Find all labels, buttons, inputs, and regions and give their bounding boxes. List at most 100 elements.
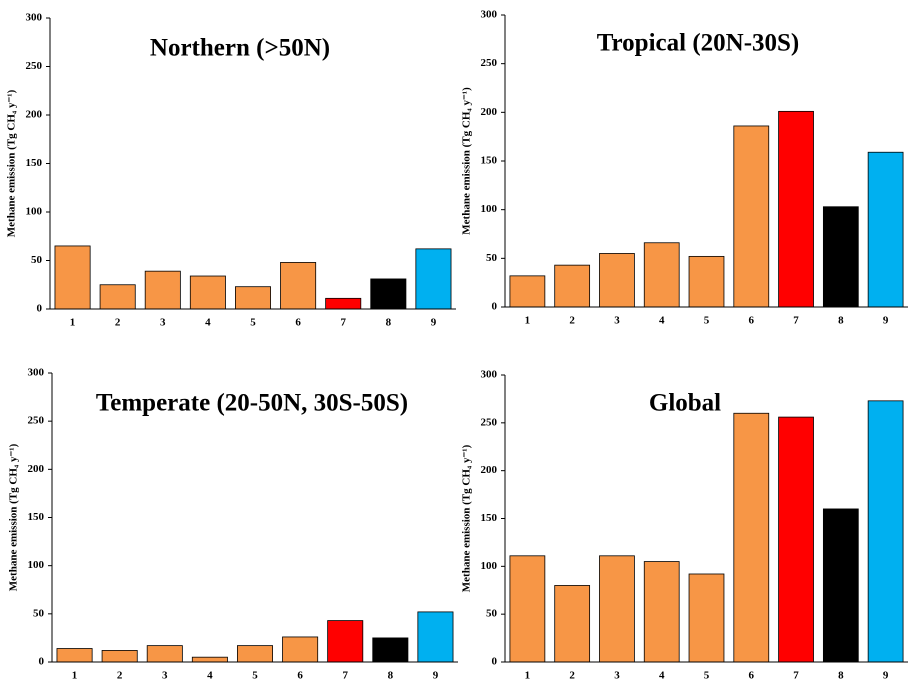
y-tick-label: 300 [481, 9, 498, 21]
bar [372, 637, 409, 663]
x-tick-label: 5 [250, 317, 256, 329]
y-tick-label: 200 [26, 109, 43, 121]
bar [599, 555, 635, 663]
y-tick-label: 200 [481, 106, 498, 118]
x-tick-label: 7 [793, 670, 799, 682]
bar [599, 253, 635, 308]
x-tick-label: 1 [72, 670, 78, 682]
y-tick-label: 250 [481, 57, 498, 69]
y-axis-label: Methane emission (Tg CH₄ y⁻¹) [8, 443, 20, 591]
bar [56, 648, 93, 663]
x-tick-label: 4 [659, 315, 665, 327]
x-tick-label: 6 [295, 317, 301, 329]
x-tick-label: 4 [659, 670, 665, 682]
bar [235, 286, 271, 310]
x-tick-label: 7 [342, 670, 348, 682]
x-tick-label: 2 [115, 317, 121, 329]
y-tick-label: 300 [26, 12, 43, 24]
y-tick-label: 100 [26, 206, 43, 218]
bar [509, 555, 546, 663]
y-tick-label: 0 [37, 303, 43, 315]
bar [189, 275, 226, 310]
bar [733, 412, 770, 663]
bar [778, 416, 814, 663]
x-tick-label: 1 [525, 670, 531, 682]
x-tick-label: 3 [162, 670, 168, 682]
bar [688, 255, 725, 308]
y-tick-label: 100 [481, 560, 498, 572]
y-tick-label: 50 [33, 607, 45, 619]
chart-title: Temperate (20-50N, 30S-50S) [96, 390, 408, 417]
bar [822, 508, 859, 663]
x-tick-label: 4 [205, 317, 211, 329]
bar [643, 242, 680, 308]
bar [280, 262, 317, 310]
y-tick-label: 300 [28, 367, 45, 379]
y-tick-label: 200 [28, 463, 45, 475]
bar [325, 297, 362, 310]
x-tick-label: 3 [160, 317, 166, 329]
y-tick-label: 50 [31, 254, 43, 266]
bar [554, 585, 591, 663]
x-tick-label: 1 [525, 315, 531, 327]
y-tick-label: 50 [486, 608, 498, 620]
bar [509, 275, 546, 308]
y-tick-label: 0 [492, 656, 498, 668]
bar [327, 620, 364, 663]
bar [554, 264, 591, 308]
y-tick-label: 0 [492, 301, 498, 313]
bar [778, 110, 814, 308]
y-tick-label: 200 [481, 464, 498, 476]
x-tick-label: 8 [838, 670, 844, 682]
y-tick-label: 0 [39, 656, 45, 668]
y-tick-label: 150 [28, 511, 45, 523]
x-tick-label: 7 [340, 317, 346, 329]
bar [191, 656, 228, 663]
x-tick-label: 8 [838, 315, 844, 327]
y-tick-label: 150 [481, 155, 498, 167]
y-axis-label: Methane emission (Tg CH₄ y⁻¹) [461, 87, 473, 235]
x-tick-label: 9 [883, 315, 889, 327]
x-tick-label: 4 [207, 670, 213, 682]
y-tick-label: 50 [486, 252, 498, 264]
x-tick-label: 9 [433, 670, 439, 682]
x-tick-label: 3 [614, 315, 620, 327]
x-tick-label: 2 [569, 315, 575, 327]
bar [282, 636, 319, 663]
chart-title: Global [649, 390, 721, 417]
bar [688, 573, 725, 663]
bar [146, 645, 183, 663]
chart-title: Northern (>50N) [150, 35, 330, 62]
x-tick-label: 3 [614, 670, 620, 682]
bar [415, 248, 452, 310]
bar [370, 278, 407, 310]
x-tick-label: 7 [793, 315, 799, 327]
y-tick-label: 250 [26, 60, 43, 72]
bar [101, 650, 138, 663]
x-tick-label: 2 [569, 670, 575, 682]
x-tick-label: 1 [70, 317, 76, 329]
bar [643, 561, 680, 663]
bar [54, 245, 91, 310]
y-tick-label: 300 [481, 369, 498, 381]
x-tick-label: 9 [883, 670, 889, 682]
x-tick-label: 5 [704, 315, 710, 327]
bar [417, 611, 454, 663]
x-tick-label: 9 [431, 317, 437, 329]
y-axis-label: Methane emission (Tg CH₄ y⁻¹) [6, 89, 18, 237]
y-tick-label: 150 [481, 512, 498, 524]
x-tick-label: 8 [386, 317, 392, 329]
bar [867, 400, 904, 663]
x-tick-label: 8 [388, 670, 394, 682]
bar [867, 151, 904, 308]
x-tick-label: 6 [749, 315, 755, 327]
bar [733, 125, 770, 308]
bar [237, 645, 273, 663]
x-tick-label: 6 [297, 670, 303, 682]
bar [99, 284, 136, 310]
y-tick-label: 150 [26, 157, 43, 169]
x-tick-label: 5 [252, 670, 258, 682]
y-axis-label: Methane emission (Tg CH₄ y⁻¹) [461, 444, 473, 592]
x-tick-label: 5 [704, 670, 710, 682]
